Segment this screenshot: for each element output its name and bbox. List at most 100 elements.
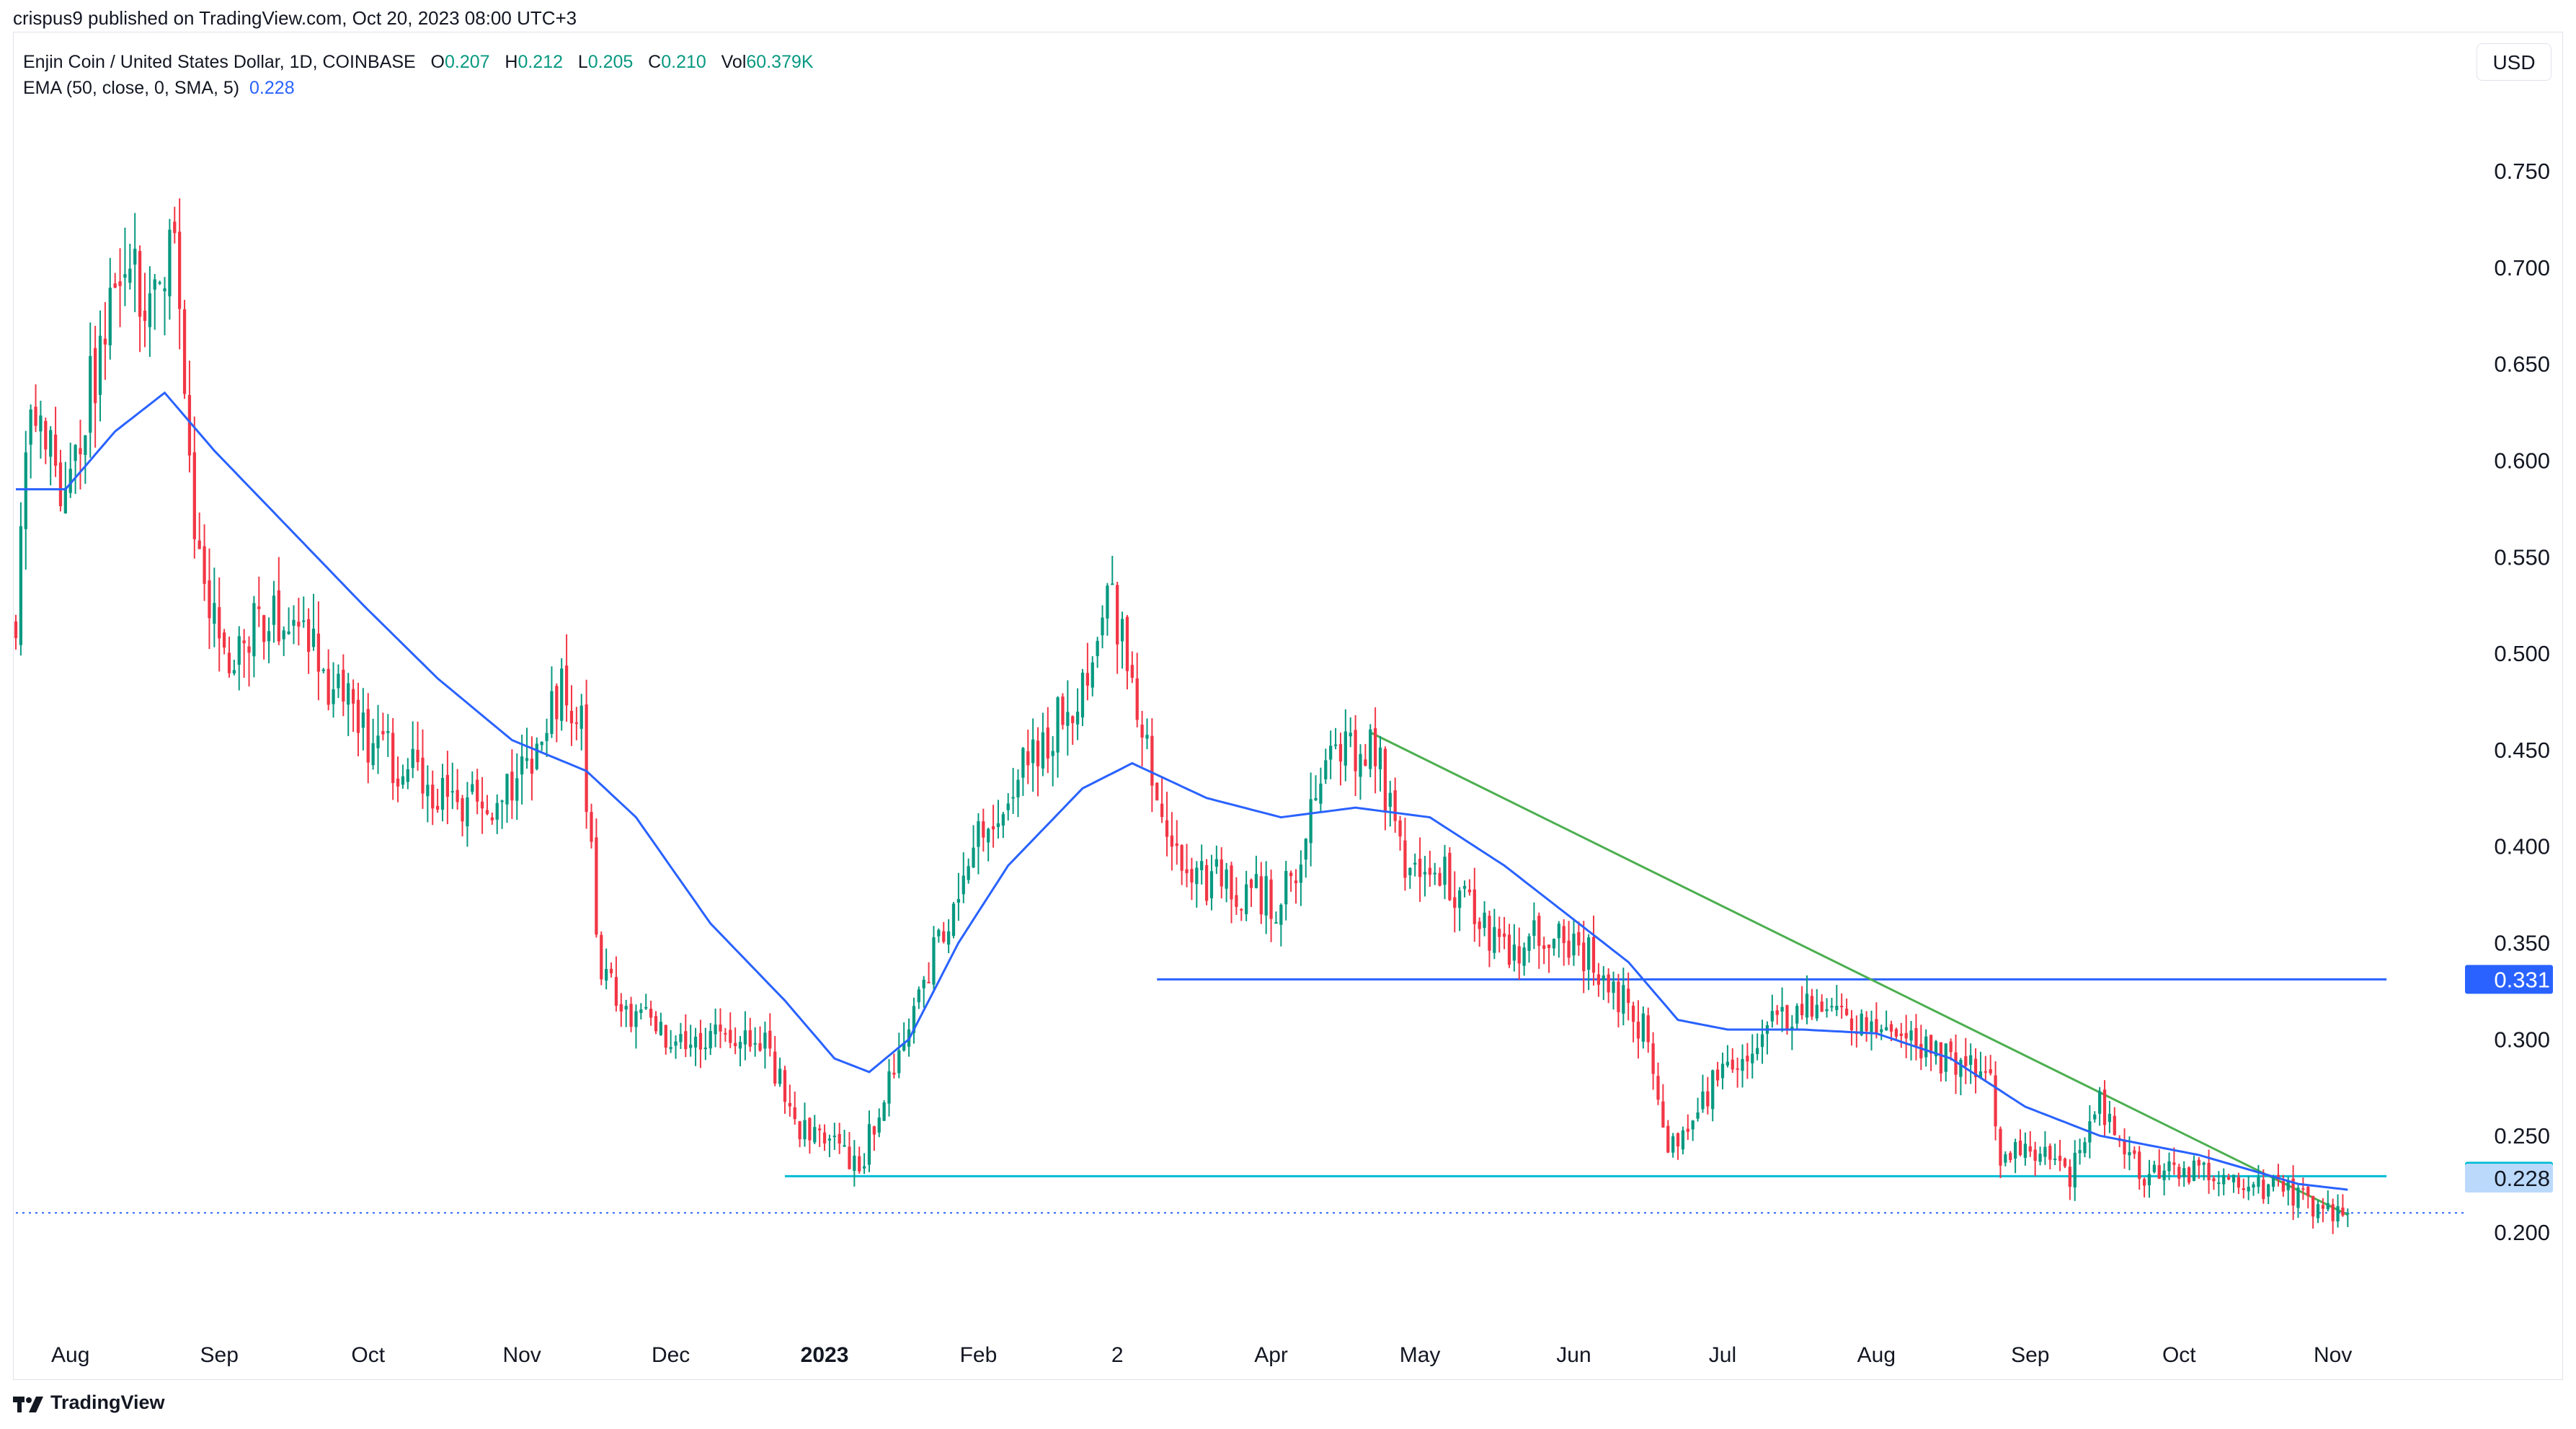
candle-body: [1135, 678, 1139, 720]
candle-body: [1443, 857, 1447, 885]
candle-body: [1651, 1043, 1655, 1074]
candle-body: [540, 741, 543, 746]
candle-body: [1413, 862, 1417, 865]
legend-ema-label[interactable]: EMA (50, close, 0, SMA, 5): [23, 78, 240, 98]
candle-body: [783, 1070, 787, 1102]
candle-body: [2321, 1205, 2325, 1209]
candle-body: [1959, 1059, 1963, 1077]
candle-body: [1467, 889, 1472, 893]
candle-body: [1319, 783, 1323, 804]
currency-button[interactable]: USD: [2477, 43, 2551, 81]
candle-body: [1011, 797, 1015, 799]
candle-body: [1547, 944, 1551, 948]
candle-body: [1949, 1041, 1953, 1053]
candle-body: [2147, 1174, 2151, 1185]
y-tick-label: 0.500: [2494, 641, 2550, 666]
candle-body: [416, 750, 419, 763]
candle-body: [1284, 870, 1288, 905]
x-tick-label: Jul: [1709, 1343, 1736, 1367]
y-tick-label: 0.350: [2494, 931, 2550, 956]
candle-body: [1230, 865, 1233, 900]
candle-body: [1780, 1007, 1784, 1012]
candle-body: [813, 1127, 817, 1143]
candle-body: [247, 646, 251, 653]
candle-body: [922, 979, 925, 988]
candle-body: [1502, 933, 1506, 937]
candle-body: [1378, 747, 1382, 769]
candle-body: [396, 778, 400, 787]
candle-body: [208, 580, 211, 619]
candle-body: [773, 1051, 777, 1084]
candle-body: [1091, 662, 1094, 688]
candle-body: [2018, 1141, 2022, 1156]
candle-body: [1324, 760, 1328, 779]
candle-body: [1462, 885, 1467, 889]
candle-body: [669, 1047, 672, 1049]
candle-body: [1885, 1027, 1888, 1031]
candle-body: [1517, 946, 1521, 964]
candle-body: [951, 903, 956, 937]
legend-symbol[interactable]: Enjin Coin / United States Dollar, 1D, C…: [23, 52, 416, 72]
candle-body: [614, 977, 618, 1006]
candle-body: [2053, 1158, 2057, 1160]
candle-body: [600, 934, 603, 980]
candle-body: [1875, 1019, 1878, 1033]
candle-body: [168, 229, 172, 296]
candle-body: [1160, 803, 1164, 818]
candle-body: [2128, 1152, 2131, 1156]
candle-body: [545, 733, 548, 741]
candle-body: [1830, 1006, 1834, 1008]
x-tick-label: Jun: [1556, 1343, 1591, 1367]
candle-body: [877, 1118, 881, 1133]
candle-body: [2257, 1177, 2260, 1187]
candle-body: [1493, 926, 1496, 953]
candle-body: [1562, 926, 1565, 944]
candle-body: [1438, 872, 1442, 886]
candle-body: [822, 1132, 827, 1143]
candle-body: [892, 1072, 896, 1075]
y-tick-label: 0.550: [2494, 544, 2550, 570]
candle-body: [937, 929, 941, 937]
candle-body: [1066, 712, 1070, 726]
candle-body: [252, 603, 256, 657]
candle-body: [376, 735, 380, 748]
candle-body: [624, 1006, 628, 1010]
x-tick-label: Apr: [1254, 1343, 1288, 1367]
candle-body: [49, 430, 53, 457]
candle-body: [1343, 731, 1347, 766]
candle-body: [321, 669, 325, 671]
candle-body: [347, 683, 350, 705]
candle-body: [391, 733, 395, 784]
candle-body: [1795, 1006, 1799, 1024]
candle-body: [351, 689, 355, 704]
candle-body: [158, 282, 161, 284]
candle-body: [2296, 1187, 2300, 1208]
candle-body: [1532, 920, 1536, 936]
tradingview-brand[interactable]: TradingView: [13, 1392, 165, 1414]
candle-body: [53, 434, 58, 466]
candle-body: [1964, 1056, 1968, 1066]
candle-body: [664, 1025, 667, 1048]
candle-body: [1636, 1022, 1640, 1039]
price-label-box: [2465, 965, 2553, 994]
candle-body: [1591, 937, 1596, 973]
candle-body: [2113, 1115, 2116, 1136]
candle-body: [1364, 759, 1367, 766]
candle-body: [768, 1030, 772, 1049]
candle-body: [961, 875, 965, 895]
y-tick-label: 0.250: [2494, 1123, 2550, 1149]
candle-body: [1914, 1027, 1918, 1046]
candle-body: [1388, 792, 1392, 808]
x-axis: Aug Sep Oct Nov Dec 2023 Feb 2 Apr May Jun Jul Aug Se…: [51, 1343, 2352, 1367]
x-tick-label: Aug: [1857, 1343, 1896, 1367]
candle-body: [1537, 916, 1541, 946]
candle-body: [649, 1009, 653, 1018]
candle-body: [1225, 869, 1228, 889]
candle-body: [818, 1128, 822, 1131]
candle-body: [307, 619, 311, 652]
candle-body: [1870, 1021, 1873, 1032]
candle-body: [530, 758, 534, 774]
candle-body: [2108, 1113, 2112, 1123]
candle-body: [1671, 1136, 1675, 1153]
